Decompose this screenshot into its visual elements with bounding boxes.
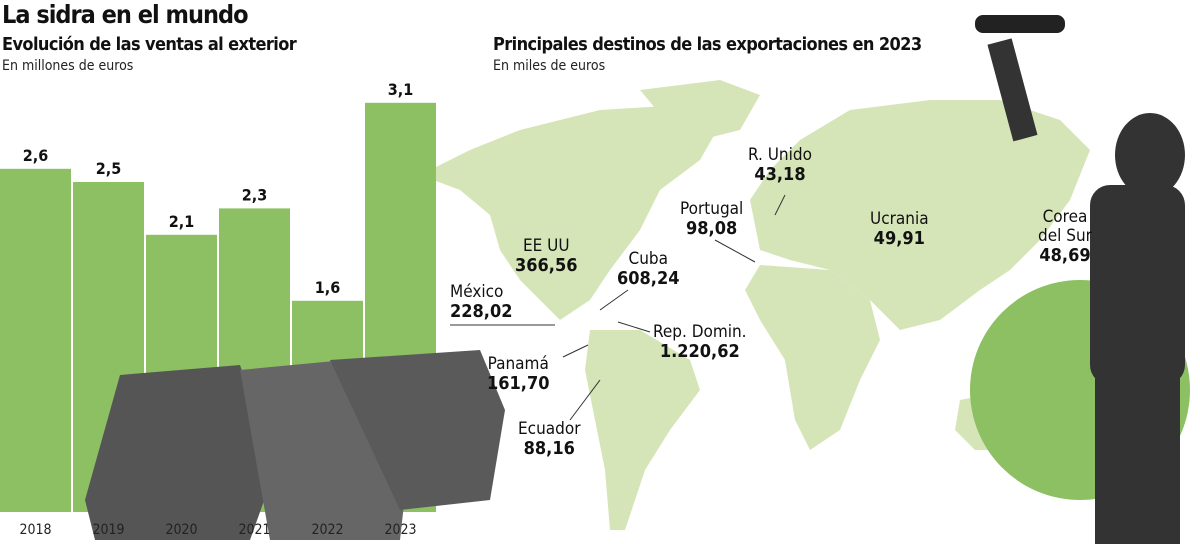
africa (745, 265, 880, 450)
value-label: 3,1 (388, 80, 414, 99)
map-subtitle: En miles de euros (493, 58, 606, 74)
label-panama: Panamá 161,70 (487, 354, 550, 394)
map-title: Principales destinos de las exportacione… (493, 34, 922, 55)
crates-photo (85, 350, 505, 540)
label-ucrania: Ucrania 49,91 (870, 209, 929, 249)
x-tick-label: 2020 (165, 522, 197, 538)
label-portugal: Portugal 98,08 (680, 199, 744, 239)
label-r-unido: R. Unido 43,18 (748, 145, 812, 185)
bar-chart-title: Evolución de las ventas al exterior (2, 34, 297, 55)
value-label: 2,5 (96, 159, 122, 178)
x-tick-label: 2022 (311, 522, 343, 538)
label-corea-del-sur: Corea del Sur 48,69 (1038, 207, 1092, 266)
x-tick-label: 2021 (238, 522, 270, 538)
label-cuba: Cuba 608,24 (617, 249, 680, 289)
south-america (585, 330, 700, 530)
x-tick-label: 2019 (92, 522, 124, 538)
label-eeuu: EE UU 366,56 (515, 236, 578, 276)
bar-chart-subtitle: En millones de euros (2, 58, 134, 74)
value-label: 2,3 (242, 185, 268, 204)
north-america (420, 105, 720, 320)
eurasia (750, 100, 1090, 330)
world-map (420, 80, 1090, 530)
leader-lines (450, 194, 786, 421)
value-label: 1,6 (315, 278, 341, 297)
greenland (640, 80, 760, 140)
label-ecuador: Ecuador 88,16 (518, 419, 581, 459)
x-tick-label: 2018 (19, 522, 51, 538)
label-rep-domin: Rep. Domin. 1.220,62 (653, 322, 747, 362)
bar-2018 (0, 168, 71, 513)
value-label: 2,6 (23, 146, 49, 165)
person-photo (975, 15, 1185, 544)
x-tick-label: 2023 (384, 522, 416, 538)
label-mexico: México 228,02 (450, 282, 513, 322)
main-title: La sidra en el mundo (2, 0, 249, 29)
value-label: 2,1 (169, 212, 195, 231)
